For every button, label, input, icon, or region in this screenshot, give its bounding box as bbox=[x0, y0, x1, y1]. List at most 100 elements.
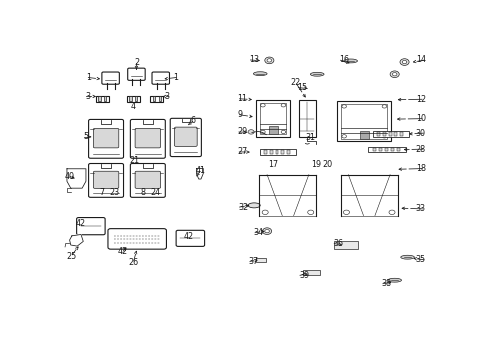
Text: 30: 30 bbox=[416, 129, 426, 138]
Circle shape bbox=[389, 210, 395, 215]
Text: 22: 22 bbox=[290, 77, 300, 86]
Bar bbox=[368, 147, 406, 152]
Bar bbox=[264, 150, 267, 153]
FancyBboxPatch shape bbox=[89, 120, 123, 158]
Circle shape bbox=[382, 105, 387, 108]
Text: 32: 32 bbox=[238, 203, 248, 212]
Bar bbox=[385, 148, 388, 151]
Text: 20: 20 bbox=[322, 160, 332, 169]
Text: 9: 9 bbox=[238, 110, 243, 119]
Polygon shape bbox=[67, 169, 86, 188]
FancyBboxPatch shape bbox=[176, 230, 205, 246]
Text: 38: 38 bbox=[382, 279, 392, 288]
Circle shape bbox=[382, 135, 387, 138]
Bar bbox=[127, 96, 140, 102]
Text: 39: 39 bbox=[299, 271, 309, 280]
Bar bbox=[256, 100, 290, 137]
Text: 34: 34 bbox=[254, 228, 264, 237]
Bar bbox=[372, 148, 376, 151]
Text: 17: 17 bbox=[268, 160, 278, 169]
Ellipse shape bbox=[310, 72, 324, 76]
Text: 8: 8 bbox=[141, 188, 146, 197]
Text: 21: 21 bbox=[129, 156, 140, 165]
Text: 36: 36 bbox=[333, 239, 343, 248]
Text: 42: 42 bbox=[184, 232, 194, 241]
Text: 29: 29 bbox=[238, 127, 248, 136]
FancyBboxPatch shape bbox=[152, 72, 170, 84]
Circle shape bbox=[281, 130, 286, 134]
Bar bbox=[260, 103, 287, 134]
Bar bbox=[391, 148, 394, 151]
FancyBboxPatch shape bbox=[130, 163, 165, 197]
Text: 3: 3 bbox=[85, 92, 90, 101]
Circle shape bbox=[342, 135, 346, 138]
FancyBboxPatch shape bbox=[93, 171, 119, 188]
FancyBboxPatch shape bbox=[76, 217, 105, 235]
Text: 10: 10 bbox=[416, 114, 426, 123]
Text: 3: 3 bbox=[164, 92, 169, 101]
Text: 23: 23 bbox=[109, 188, 120, 197]
Text: 27: 27 bbox=[238, 147, 248, 156]
Bar bbox=[153, 96, 155, 101]
Circle shape bbox=[265, 57, 274, 64]
Text: 26: 26 bbox=[128, 258, 139, 267]
Text: 35: 35 bbox=[416, 256, 426, 265]
Circle shape bbox=[267, 59, 271, 62]
Text: 18: 18 bbox=[416, 164, 426, 173]
Circle shape bbox=[261, 130, 265, 134]
Bar bbox=[135, 96, 137, 101]
Text: 16: 16 bbox=[339, 55, 349, 64]
Bar bbox=[275, 150, 278, 153]
Text: 37: 37 bbox=[249, 257, 259, 266]
Text: 14: 14 bbox=[416, 55, 426, 64]
Text: 40: 40 bbox=[65, 172, 74, 181]
Bar bbox=[383, 132, 386, 136]
Ellipse shape bbox=[248, 203, 260, 208]
Ellipse shape bbox=[253, 72, 267, 76]
Text: 12: 12 bbox=[416, 95, 426, 104]
Bar bbox=[96, 96, 109, 102]
Bar bbox=[379, 148, 382, 151]
FancyBboxPatch shape bbox=[174, 127, 197, 147]
Text: 6: 6 bbox=[191, 116, 196, 125]
Circle shape bbox=[262, 210, 268, 215]
Bar bbox=[303, 270, 320, 275]
Bar bbox=[129, 96, 132, 101]
Bar bbox=[298, 100, 316, 137]
Bar bbox=[270, 150, 273, 153]
FancyBboxPatch shape bbox=[170, 118, 201, 157]
Text: 42: 42 bbox=[118, 247, 128, 256]
Bar bbox=[341, 104, 388, 139]
Bar bbox=[334, 242, 358, 249]
Text: 41: 41 bbox=[195, 166, 205, 175]
Ellipse shape bbox=[388, 278, 401, 282]
Circle shape bbox=[402, 60, 407, 64]
Ellipse shape bbox=[401, 255, 415, 259]
Bar bbox=[104, 96, 106, 101]
Text: 5: 5 bbox=[83, 132, 88, 141]
FancyBboxPatch shape bbox=[108, 229, 167, 249]
Text: 1: 1 bbox=[86, 73, 91, 82]
FancyBboxPatch shape bbox=[135, 129, 161, 148]
Text: 42: 42 bbox=[75, 220, 86, 229]
Circle shape bbox=[281, 104, 286, 107]
FancyBboxPatch shape bbox=[102, 72, 120, 84]
Bar bbox=[400, 132, 403, 136]
Text: 2: 2 bbox=[134, 58, 139, 67]
Text: 31: 31 bbox=[305, 133, 316, 142]
Circle shape bbox=[342, 105, 346, 108]
Bar bbox=[287, 150, 290, 153]
FancyBboxPatch shape bbox=[93, 129, 119, 148]
Circle shape bbox=[263, 228, 271, 234]
Text: 4: 4 bbox=[131, 103, 136, 112]
Text: 24: 24 bbox=[150, 188, 161, 197]
Polygon shape bbox=[196, 168, 203, 179]
FancyBboxPatch shape bbox=[89, 163, 123, 197]
Text: 7: 7 bbox=[99, 188, 105, 197]
Text: 1: 1 bbox=[173, 73, 178, 82]
Bar bbox=[397, 148, 400, 151]
FancyBboxPatch shape bbox=[130, 120, 165, 158]
Bar bbox=[256, 258, 267, 262]
Text: 25: 25 bbox=[66, 252, 76, 261]
FancyBboxPatch shape bbox=[128, 68, 145, 80]
